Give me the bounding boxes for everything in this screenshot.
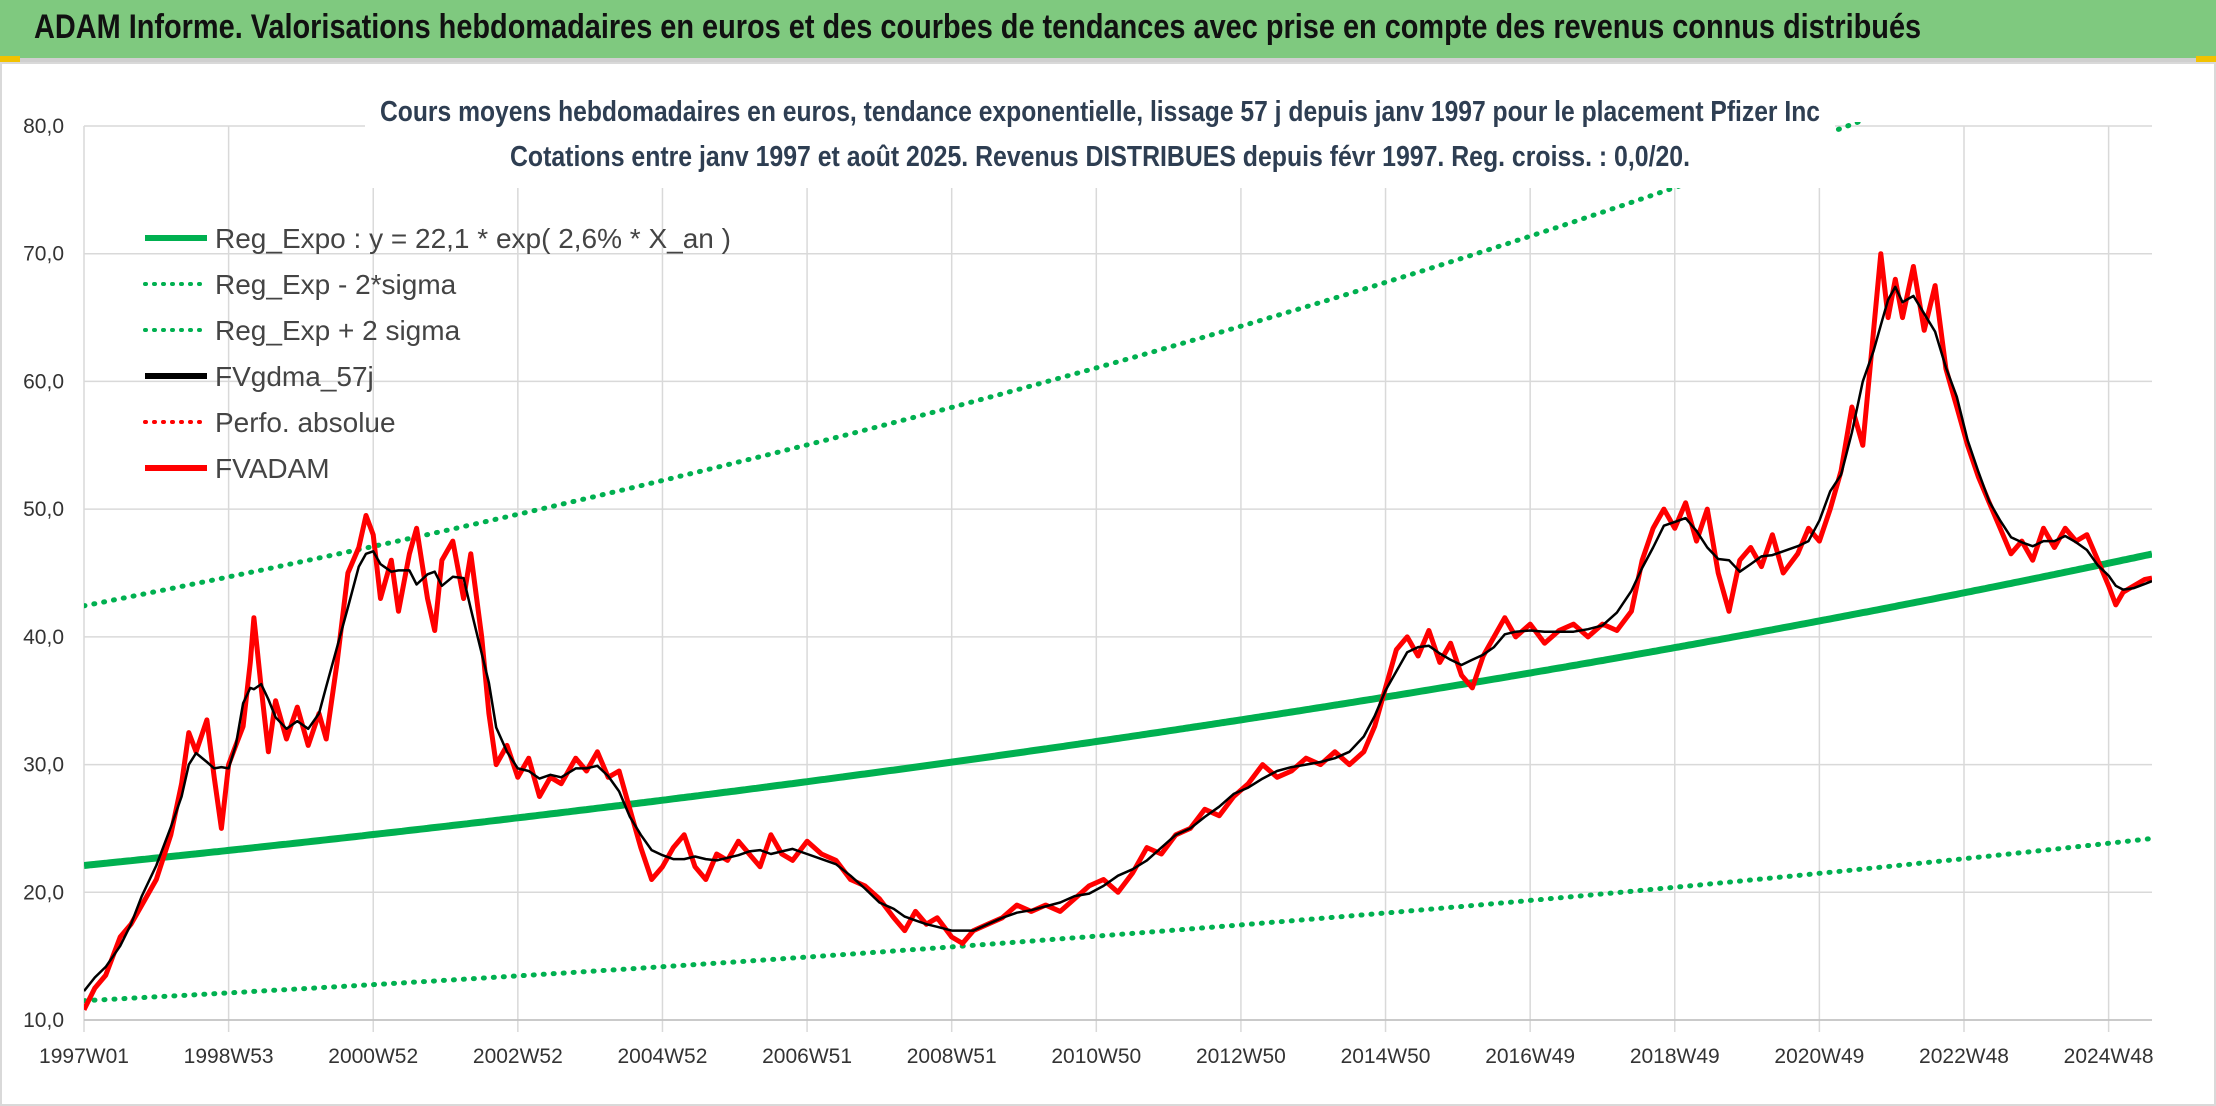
y-tick-label: 60,0 bbox=[23, 370, 64, 393]
legend-label-4: FVgdma_57j bbox=[215, 361, 374, 392]
reg-upper-band-line bbox=[84, 122, 1866, 609]
chart-grid bbox=[83, 125, 2152, 1032]
report-title: ADAM Informe. Valorisations hebdomadaire… bbox=[34, 8, 1922, 46]
y-tick-label: 50,0 bbox=[23, 498, 64, 521]
title-background bbox=[365, 90, 1835, 188]
chart-title-line2: Cotations entre janv 1997 et août 2025. … bbox=[510, 141, 1690, 173]
legend-label-6: FVADAM bbox=[215, 453, 330, 484]
x-tick-label: 1997W01 bbox=[39, 1045, 129, 1068]
chart-title-line1: Cours moyens hebdomadaires en euros, ten… bbox=[380, 96, 1820, 128]
y-tick-label: 20,0 bbox=[23, 881, 64, 904]
price-chart: 10,0 20,0 30,0 40,0 50,0 60,0 70,0 80,0 1997W01… bbox=[23, 90, 2154, 1068]
fvadam-line bbox=[84, 251, 2152, 1011]
right-corner-accent bbox=[2196, 56, 2216, 64]
x-axis: 1997W01 1998W53 2000W52 2002W52 2004W52 2006W… bbox=[39, 1019, 2154, 1068]
x-tick-label: 2022W48 bbox=[1919, 1045, 2009, 1068]
x-tick-label: 2016W49 bbox=[1485, 1045, 1575, 1068]
x-tick-label: 2008W51 bbox=[907, 1045, 997, 1068]
plot-area bbox=[84, 122, 2152, 1011]
x-tick-label: 2010W50 bbox=[1051, 1045, 1141, 1068]
y-tick-label: 10,0 bbox=[23, 1009, 64, 1032]
report-banner: ADAM Informe. Valorisations hebdomadaire… bbox=[0, 0, 2216, 62]
legend-label-5: Perfo. absolue bbox=[215, 407, 396, 438]
y-axis: 10,0 20,0 30,0 40,0 50,0 60,0 70,0 80,0 bbox=[23, 115, 64, 1032]
x-tick-label: 2004W52 bbox=[618, 1045, 708, 1068]
y-tick-label: 30,0 bbox=[23, 754, 64, 777]
legend-label-3: Reg_Exp + 2 sigma bbox=[215, 315, 461, 346]
chart-titles: Cours moyens hebdomadaires en euros, ten… bbox=[365, 90, 1835, 188]
x-tick-label: 2024W48 bbox=[2064, 1045, 2154, 1068]
fvgdma-57j-line bbox=[84, 285, 2152, 992]
reg-expo-line bbox=[84, 550, 2152, 869]
x-tick-label: 2006W51 bbox=[762, 1045, 852, 1068]
chart-legend: Reg_Expo : y = 22,1 * exp( 2,6% * X_an )… bbox=[143, 223, 731, 484]
legend-label-2: Reg_Exp - 2*sigma bbox=[215, 269, 457, 300]
y-tick-label: 70,0 bbox=[23, 243, 64, 266]
x-tick-label: 2018W49 bbox=[1630, 1045, 1720, 1068]
x-tick-label: 2014W50 bbox=[1341, 1045, 1431, 1068]
x-tick-label: 2012W50 bbox=[1196, 1045, 1286, 1068]
x-tick-label: 2000W52 bbox=[328, 1045, 418, 1068]
reg-lower-band-line bbox=[84, 836, 2152, 1004]
legend-label-1: Reg_Expo : y = 22,1 * exp( 2,6% * X_an ) bbox=[215, 223, 731, 254]
y-tick-label: 40,0 bbox=[23, 626, 64, 649]
x-tick-label: 2002W52 bbox=[473, 1045, 563, 1068]
y-tick-label: 80,0 bbox=[23, 115, 64, 138]
left-corner-accent bbox=[0, 56, 20, 64]
x-tick-label: 1998W53 bbox=[184, 1045, 274, 1068]
x-tick-label: 2020W49 bbox=[1774, 1045, 1864, 1068]
